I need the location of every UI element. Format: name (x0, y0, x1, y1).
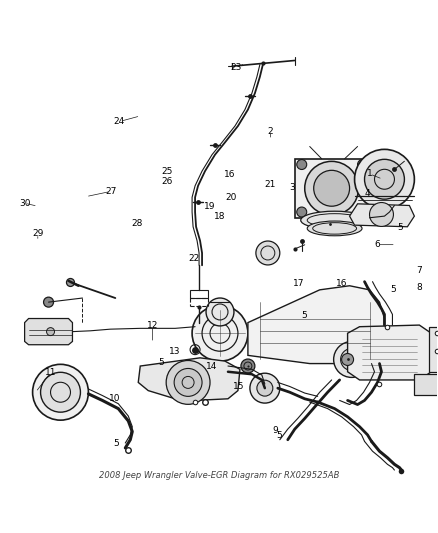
Text: 11: 11 (45, 368, 57, 377)
Circle shape (46, 328, 54, 336)
Circle shape (297, 207, 307, 217)
Text: 16: 16 (336, 279, 348, 288)
Circle shape (370, 203, 393, 227)
Text: 5: 5 (113, 439, 119, 448)
Text: 23: 23 (230, 63, 241, 72)
Circle shape (174, 368, 202, 397)
Circle shape (192, 305, 248, 361)
Bar (295, 159, 370, 218)
Text: 9: 9 (272, 426, 278, 435)
Ellipse shape (307, 221, 362, 236)
Text: 15: 15 (233, 382, 244, 391)
Text: 28: 28 (131, 219, 143, 228)
Circle shape (250, 373, 280, 403)
Circle shape (364, 159, 404, 199)
Circle shape (43, 297, 53, 307)
Circle shape (342, 353, 353, 366)
Circle shape (256, 241, 280, 265)
Circle shape (355, 149, 414, 209)
Text: 6: 6 (374, 240, 380, 249)
Circle shape (166, 360, 210, 405)
Circle shape (241, 359, 255, 373)
Polygon shape (248, 286, 385, 364)
Polygon shape (348, 325, 431, 380)
Text: 5: 5 (276, 431, 282, 440)
Bar (429, 327, 438, 372)
Text: 7: 7 (416, 266, 422, 276)
Text: 4: 4 (365, 189, 370, 198)
Bar (190, 290, 208, 298)
Text: 5: 5 (397, 223, 403, 232)
Ellipse shape (301, 211, 368, 229)
Circle shape (334, 342, 370, 377)
Circle shape (341, 349, 363, 370)
Text: 19: 19 (204, 202, 215, 211)
Text: 5: 5 (159, 358, 164, 367)
Text: 5: 5 (391, 285, 396, 294)
Circle shape (67, 278, 74, 286)
Text: 24: 24 (114, 117, 125, 126)
Text: 25: 25 (162, 167, 173, 176)
Circle shape (32, 365, 88, 420)
Polygon shape (138, 358, 240, 400)
Text: 30: 30 (19, 199, 31, 208)
Text: 3: 3 (290, 183, 295, 192)
Circle shape (297, 159, 307, 169)
Circle shape (357, 159, 367, 169)
Text: 5: 5 (301, 311, 307, 320)
Text: 21: 21 (265, 180, 276, 189)
Polygon shape (350, 204, 414, 227)
Circle shape (314, 171, 350, 206)
Text: 10: 10 (110, 394, 121, 403)
Bar (414, 374, 438, 395)
Text: 22: 22 (188, 254, 199, 263)
Text: 20: 20 (226, 193, 237, 202)
Text: 29: 29 (32, 229, 43, 238)
Text: 14: 14 (205, 361, 217, 370)
Text: 12: 12 (147, 321, 158, 330)
Circle shape (41, 373, 81, 412)
Circle shape (257, 380, 273, 396)
Text: 26: 26 (162, 177, 173, 186)
Circle shape (206, 298, 234, 326)
Text: 2008 Jeep Wrangler Valve-EGR Diagram for RX029525AB: 2008 Jeep Wrangler Valve-EGR Diagram for… (99, 471, 339, 480)
Text: 17: 17 (293, 279, 304, 288)
Text: 13: 13 (169, 347, 180, 356)
Text: 1: 1 (367, 169, 372, 179)
Text: 18: 18 (214, 212, 226, 221)
Polygon shape (25, 319, 72, 345)
Text: 16: 16 (224, 171, 236, 179)
Circle shape (305, 161, 359, 215)
Text: 27: 27 (105, 187, 117, 196)
Circle shape (357, 207, 367, 217)
Text: 8: 8 (416, 283, 422, 292)
Text: 2: 2 (268, 127, 273, 136)
